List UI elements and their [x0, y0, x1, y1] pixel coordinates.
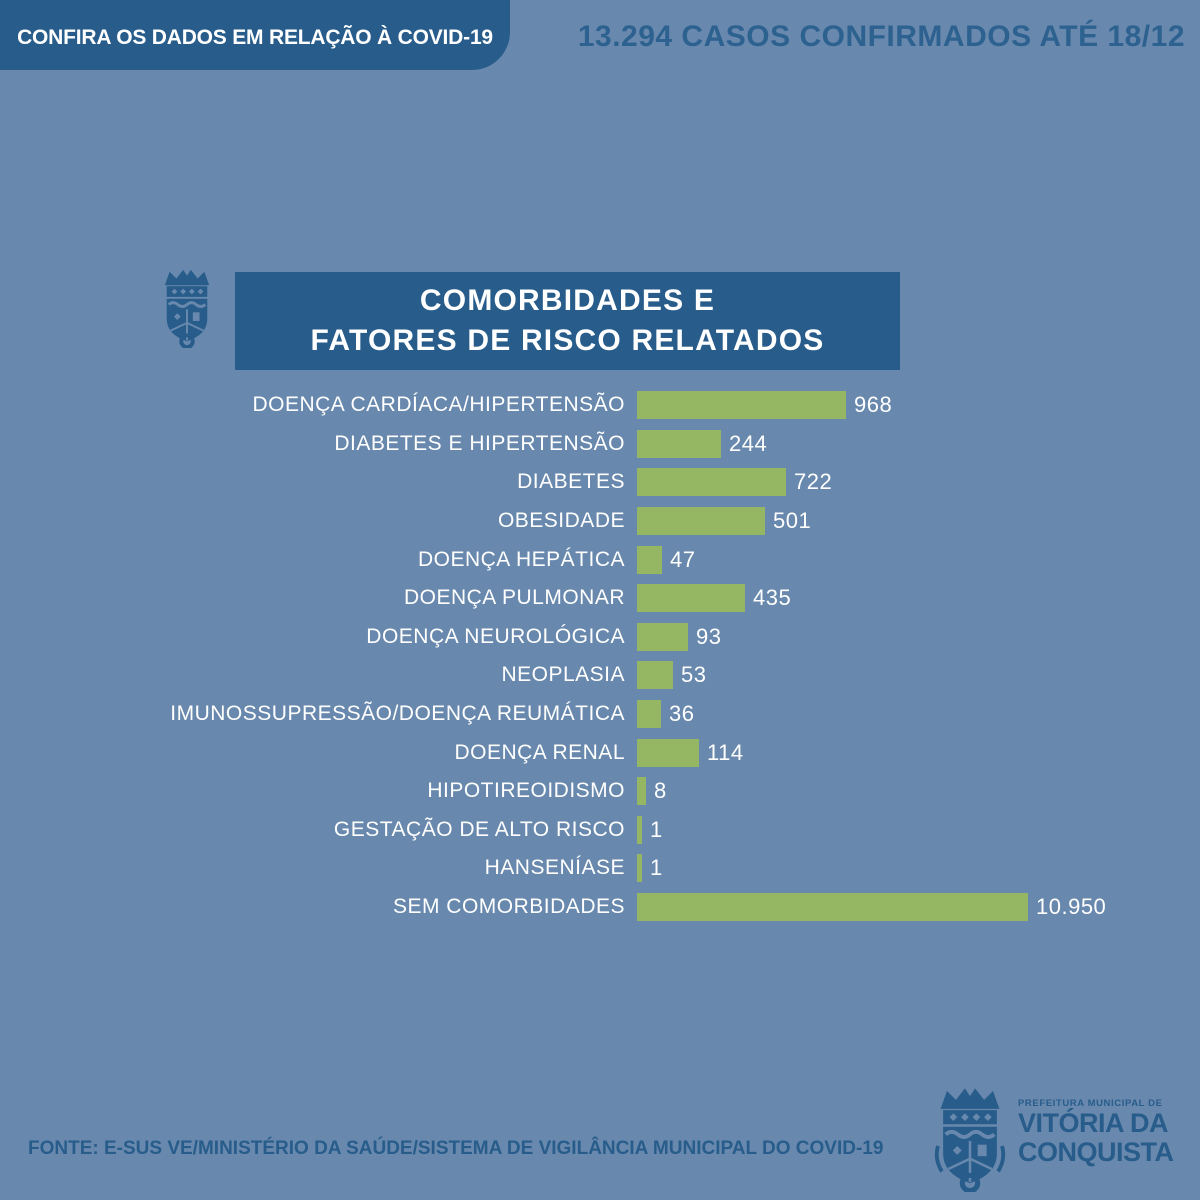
bar	[637, 545, 662, 574]
bar	[637, 507, 765, 536]
value-label: 53	[681, 662, 707, 688]
source-text: FONTE: E-SUS VE/MINISTÉRIO DA SAÚDE/SIST…	[28, 1138, 884, 1159]
top-banner: CONFIRA OS DADOS EM RELAÇÃO À COVID-19	[0, 0, 510, 70]
chart-row: DIABETES 722	[0, 463, 1200, 502]
value-label: 93	[696, 623, 722, 649]
city-logo-line3: CONQUISTA	[1018, 1137, 1174, 1167]
bar	[637, 854, 642, 883]
category-label: DOENÇA HEPÁTICA	[417, 547, 625, 571]
value-label: 10.950	[1036, 894, 1107, 920]
bar	[637, 622, 688, 651]
value-label: 501	[773, 508, 812, 534]
value-label: 36	[669, 701, 695, 727]
category-label: DOENÇA RENAL	[454, 740, 625, 764]
category-label: OBESIDADE	[497, 509, 625, 533]
value-label: 1	[650, 816, 663, 842]
value-label: 722	[794, 469, 833, 495]
chart-row: DOENÇA NEUROLÓGICA 93	[0, 618, 1200, 657]
chart-row: HIPOTIREOIDISMO 8	[0, 772, 1200, 811]
value-label: 968	[854, 392, 893, 418]
bar	[637, 661, 673, 690]
chart-row: SEM COMORBIDADES 10.950	[0, 888, 1200, 927]
value-label: 244	[729, 430, 768, 456]
value-label: 1	[650, 855, 663, 881]
chart-row: DIABETES E HIPERTENSÃO 244	[0, 425, 1200, 464]
chart-row: DOENÇA HEPÁTICA 47	[0, 540, 1200, 579]
chart-title-line1: COMORBIDADES E	[419, 284, 716, 317]
bar	[637, 429, 721, 458]
category-label: HIPOTIREOIDISMO	[427, 779, 625, 803]
chart-row: HANSENÍASE 1	[0, 849, 1200, 888]
category-label: DOENÇA NEUROLÓGICA	[366, 624, 625, 648]
bar	[637, 584, 745, 613]
chart-row: DOENÇA CARDÍACA/HIPERTENSÃO 968	[0, 386, 1200, 425]
value-label: 435	[753, 585, 792, 611]
chart-row: NEOPLASIA 53	[0, 656, 1200, 695]
banner-label: CONFIRA OS DADOS EM RELAÇÃO À COVID-19	[17, 26, 493, 49]
chart-row: DOENÇA RENAL 114	[0, 733, 1200, 772]
bar	[637, 893, 1028, 922]
bar	[637, 468, 786, 497]
category-label: GESTAÇÃO DE ALTO RISCO	[333, 817, 625, 841]
category-label: DIABETES	[517, 470, 625, 494]
city-crest-icon	[930, 1082, 1010, 1192]
bar	[637, 738, 699, 767]
bar	[637, 777, 646, 806]
bar	[637, 700, 661, 729]
city-logo-text: PREFEITURA MUNICIPAL DE VITÓRIA DA CONQU…	[1018, 1082, 1174, 1192]
category-label: DOENÇA CARDÍACA/HIPERTENSÃO	[252, 393, 625, 417]
chart-row: IMUNOSSUPRESSÃO/DOENÇA REUMÁTICA 36	[0, 695, 1200, 734]
bar	[637, 815, 642, 844]
confirmed-cases-headline: 13.294 CASOS CONFIRMADOS ATÉ 18/12	[577, 20, 1185, 53]
category-label: SEM COMORBIDADES	[392, 895, 625, 919]
value-label: 47	[670, 546, 696, 572]
city-logo-line2: VITÓRIA DA	[1018, 1108, 1168, 1138]
value-label: 114	[707, 739, 744, 765]
bar	[637, 391, 846, 420]
category-label: IMUNOSSUPRESSÃO/DOENÇA REUMÁTICA	[170, 702, 625, 726]
chart-title: COMORBIDADES E FATORES DE RISCO RELATADO…	[235, 272, 900, 370]
category-label: NEOPLASIA	[501, 663, 625, 687]
city-logo-line1: PREFEITURA MUNICIPAL DE	[1018, 1098, 1163, 1109]
category-label: DIABETES E HIPERTENSÃO	[334, 431, 625, 455]
chart-row: DOENÇA PULMONAR 435	[0, 579, 1200, 618]
chart-title-line2: FATORES DE RISCO RELATADOS	[310, 324, 825, 357]
municipal-crest-icon	[158, 265, 216, 348]
city-logo: PREFEITURA MUNICIPAL DE VITÓRIA DA CONQU…	[930, 1082, 1174, 1192]
category-label: HANSENÍASE	[484, 856, 625, 880]
chart-rows: DOENÇA CARDÍACA/HIPERTENSÃO 968 DIABETES E…	[0, 386, 1200, 926]
category-label: DOENÇA PULMONAR	[403, 586, 625, 610]
chart-row: OBESIDADE 501	[0, 502, 1200, 541]
chart-row: GESTAÇÃO DE ALTO RISCO 1	[0, 811, 1200, 850]
value-label: 8	[654, 778, 667, 804]
